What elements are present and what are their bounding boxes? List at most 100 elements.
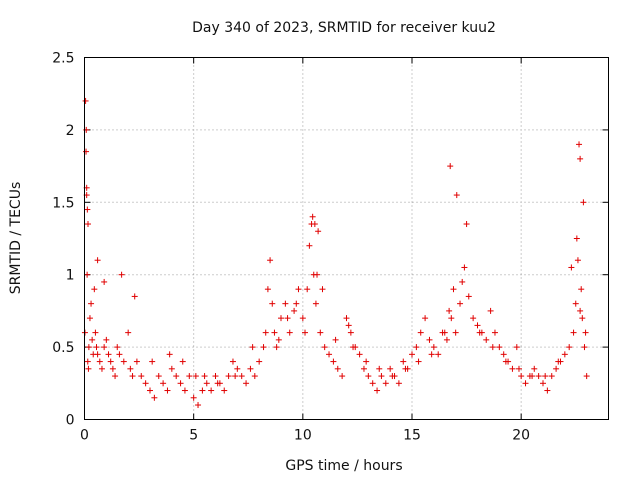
data-point <box>463 221 470 228</box>
y-tick-label: 0 <box>66 413 75 429</box>
x-tick-label: 0 <box>80 428 89 444</box>
data-point <box>129 373 136 380</box>
data-point <box>577 155 584 162</box>
data-point <box>181 387 188 394</box>
data-point <box>85 344 92 351</box>
data-point <box>155 373 162 380</box>
data-point <box>579 315 586 322</box>
data-point <box>168 365 175 372</box>
data-point <box>400 358 407 365</box>
data-point <box>91 286 98 293</box>
data-point <box>356 351 363 358</box>
data-point <box>583 373 590 380</box>
data-point <box>291 307 298 314</box>
data-point <box>378 373 385 380</box>
data-point <box>256 358 263 365</box>
data-point <box>112 373 119 380</box>
data-point <box>127 365 134 372</box>
data-point <box>345 322 352 329</box>
data-point <box>509 365 516 372</box>
data-point <box>576 141 583 148</box>
data-point <box>496 344 503 351</box>
data-point <box>343 315 350 322</box>
data-point <box>531 365 538 372</box>
data-point <box>234 365 241 372</box>
data-point <box>260 344 267 351</box>
data-point <box>314 271 321 278</box>
data-point <box>326 351 333 358</box>
data-point <box>312 300 319 307</box>
data-point <box>201 373 208 380</box>
data-point <box>186 373 193 380</box>
y-tick-label: 1 <box>66 268 75 284</box>
data-point <box>415 358 422 365</box>
data-point <box>94 257 101 264</box>
data-point <box>101 344 108 351</box>
data-point <box>430 344 437 351</box>
y-tick-label: 1.5 <box>52 195 74 211</box>
data-point <box>105 351 112 358</box>
data-point <box>561 351 568 358</box>
data-point <box>84 271 91 278</box>
data-point <box>577 307 584 314</box>
data-point <box>229 358 236 365</box>
data-point <box>109 365 116 372</box>
data-point <box>417 329 424 336</box>
data-point <box>89 336 96 343</box>
data-point <box>179 358 186 365</box>
data-point <box>500 351 507 358</box>
data-point <box>470 315 477 322</box>
data-point <box>93 344 100 351</box>
x-tick-labels: 0 5 10 15 20 <box>80 428 530 444</box>
data-point <box>459 278 466 285</box>
data-point <box>426 336 433 343</box>
data-point <box>457 300 464 307</box>
data-point <box>267 257 274 264</box>
data-point <box>360 365 367 372</box>
data-point <box>339 373 346 380</box>
data-point <box>581 344 588 351</box>
data-point <box>98 365 105 372</box>
data-point <box>304 286 311 293</box>
data-point <box>190 394 197 401</box>
data-point <box>199 387 206 394</box>
data-point <box>542 373 549 380</box>
y-axis-label: SRMTID / TECUs <box>8 182 24 295</box>
data-point <box>555 358 562 365</box>
data-point <box>133 358 140 365</box>
x-axis-label: GPS time / hours <box>285 458 402 474</box>
data-point <box>271 329 278 336</box>
data-point <box>107 358 114 365</box>
data-point <box>96 358 103 365</box>
x-tick-label: 15 <box>403 428 421 444</box>
data-point <box>299 315 306 322</box>
data-point <box>103 336 110 343</box>
data-point <box>125 329 132 336</box>
data-point <box>86 315 93 322</box>
data-point <box>315 228 322 235</box>
data-point <box>101 278 108 285</box>
data-point <box>548 373 555 380</box>
data-point <box>251 373 258 380</box>
data-point <box>402 365 409 372</box>
data-point <box>85 365 92 372</box>
data-point <box>166 351 173 358</box>
data-point <box>278 315 284 322</box>
data-point <box>453 192 460 199</box>
data-point <box>382 380 389 387</box>
data-point <box>376 365 383 372</box>
data-point <box>452 329 459 336</box>
y-tick-label: 0.5 <box>52 340 74 356</box>
data-point <box>350 344 357 351</box>
data-point <box>540 380 546 387</box>
data-point <box>177 380 184 387</box>
data-point <box>365 373 372 380</box>
plot-frame <box>84 57 609 420</box>
data-point <box>448 315 455 322</box>
data-point <box>568 264 575 271</box>
axis-ticks <box>84 57 609 420</box>
data-point <box>515 365 522 372</box>
data-point <box>428 351 435 358</box>
data-point <box>321 344 328 351</box>
